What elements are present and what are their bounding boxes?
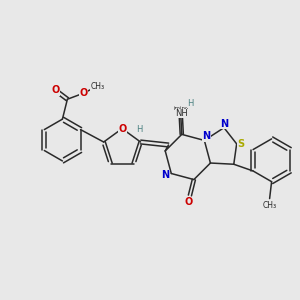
Text: CH₃: CH₃ [262,201,277,210]
Text: N: N [202,131,210,141]
Text: O: O [51,85,60,95]
Text: O: O [185,197,193,208]
Text: H: H [136,124,143,134]
Text: H: H [188,99,194,108]
Text: N: N [220,119,228,129]
Text: O: O [118,124,126,134]
Text: NH: NH [176,109,188,118]
Text: imino: imino [173,106,188,111]
Text: N: N [161,170,170,181]
Text: O: O [79,88,87,98]
Text: CH₃: CH₃ [90,82,104,91]
Text: S: S [237,139,244,149]
